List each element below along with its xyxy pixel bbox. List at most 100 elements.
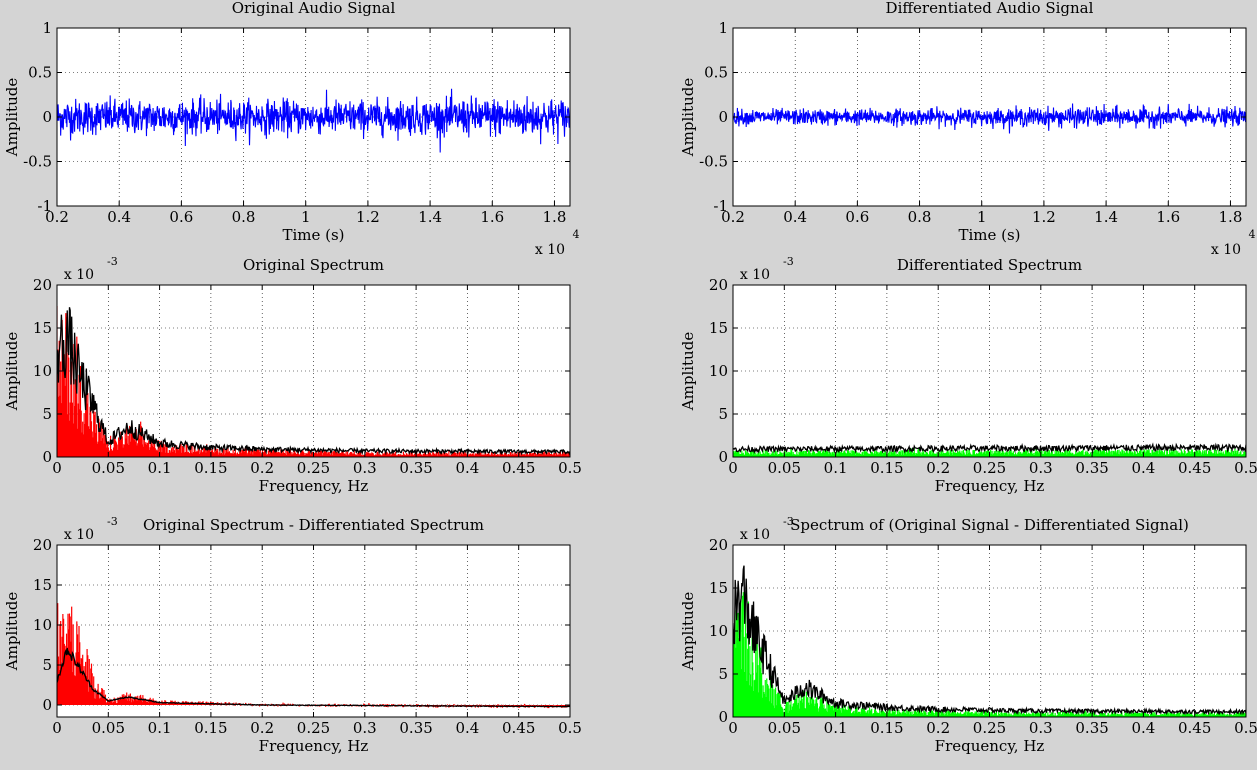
x-tick-label: 0.5: [1234, 719, 1257, 737]
x-tick-label: 1.2: [1032, 208, 1056, 226]
x-tick-label: 0.2: [250, 459, 274, 477]
x-axis-label: Frequency, Hz: [259, 477, 369, 495]
x-tick-label: 0.3: [353, 459, 377, 477]
subplot-3: 0 0.05 0.1 0.15 0.2 0.25 0.3 0.35 0.4 0.45 0.5 0 5 10…: [3, 255, 582, 495]
y-axis-multiplier: x 10: [740, 527, 770, 543]
x-tick-label: 0.25: [973, 459, 1006, 477]
y-axis-label: Amplitude: [679, 592, 697, 672]
x-tick-label: 1.4: [418, 208, 442, 226]
y-tick-label: 0: [42, 448, 52, 466]
x-tick-label: 0.35: [399, 459, 432, 477]
x-tick-label: 1.4: [1094, 208, 1118, 226]
x-tick-label: 1.2: [356, 208, 380, 226]
y-tick-label: 5: [42, 656, 52, 674]
y-tick-label: 0.5: [28, 64, 52, 82]
series-2: [733, 565, 1246, 717]
x-tick-label: 0.45: [1178, 459, 1211, 477]
y-tick-label: 20: [709, 536, 728, 554]
chart-title: Spectrum of (Original Signal - Different…: [790, 516, 1189, 534]
y-tick-label: -1: [713, 197, 728, 215]
x-axis-exponent: 4: [1249, 228, 1256, 241]
chart-title: Original Spectrum: [243, 256, 384, 274]
x-tick-label: 0.15: [870, 459, 903, 477]
x-axis-label: Frequency, Hz: [259, 737, 369, 755]
y-tick-label: 20: [33, 276, 52, 294]
series-1: [57, 88, 570, 153]
y-axis-exponent: -3: [783, 255, 794, 268]
series-2: [57, 647, 570, 708]
x-tick-label: 1.6: [480, 208, 504, 226]
x-tick-label: 0.35: [1075, 459, 1108, 477]
y-tick-label: 15: [709, 319, 728, 337]
y-tick-label: 0: [718, 708, 728, 726]
x-tick-label: 1.8: [1219, 208, 1243, 226]
x-tick-label: 0.15: [194, 459, 227, 477]
x-tick-label: 0.1: [148, 719, 172, 737]
y-axis-label: Amplitude: [3, 592, 21, 672]
x-tick-label: 0.4: [783, 208, 807, 226]
x-tick-label: 0.6: [169, 208, 193, 226]
series-1: [733, 103, 1246, 134]
y-tick-label: 5: [718, 665, 728, 683]
series-1: [733, 592, 1246, 717]
chart-title: Original Spectrum - Differentiated Spect…: [143, 516, 484, 534]
y-tick-label: 10: [33, 362, 52, 380]
y-tick-label: -0.5: [23, 153, 52, 171]
x-tick-label: 0.2: [926, 719, 950, 737]
x-tick-label: 0.25: [297, 459, 330, 477]
y-tick-label: 0: [718, 108, 728, 126]
x-tick-label: 0.15: [870, 719, 903, 737]
x-axis-multiplier: x 10: [1211, 242, 1241, 258]
y-tick-label: 0: [718, 448, 728, 466]
y-tick-label: 20: [33, 536, 52, 554]
y-tick-label: 5: [718, 405, 728, 423]
x-tick-label: 0.4: [1131, 719, 1155, 737]
y-tick-label: -0.5: [699, 153, 728, 171]
series-group: [733, 442, 1246, 457]
y-axis-multiplier: x 10: [64, 267, 94, 283]
x-tick-label: 0.4: [1131, 459, 1155, 477]
y-tick-label: 1: [718, 19, 728, 37]
y-axis-label: Amplitude: [3, 78, 21, 158]
x-tick-label: 0.05: [768, 719, 801, 737]
x-tick-label: 0.45: [502, 719, 535, 737]
y-tick-label: 0: [42, 696, 52, 714]
y-tick-label: 10: [709, 362, 728, 380]
x-tick-label: 0.45: [1178, 719, 1211, 737]
x-tick-label: 0.5: [1234, 459, 1257, 477]
y-axis-exponent: -3: [107, 255, 118, 268]
x-tick-label: 0.6: [845, 208, 869, 226]
series-1: [57, 305, 570, 457]
x-tick-label: 0.35: [1075, 719, 1108, 737]
x-tick-label: 0.2: [926, 459, 950, 477]
chart-title: Original Audio Signal: [232, 0, 396, 17]
series-group: [733, 565, 1246, 717]
x-tick-label: 0.4: [455, 459, 479, 477]
x-tick-label: 0.8: [908, 208, 932, 226]
x-tick-label: 0.45: [502, 459, 535, 477]
subplot-1: 0.2 0.4 0.6 0.8 1 1.2 1.4 1.6 1.8 -1 -0.5 0 0.5 1 Orig…: [3, 0, 580, 258]
x-axis-exponent: 4: [573, 228, 580, 241]
y-tick-label: 15: [33, 576, 52, 594]
subplot-6: 0 0.05 0.1 0.15 0.2 0.25 0.3 0.35 0.4 0.45 0.5 0 5 10…: [679, 515, 1257, 755]
x-tick-label: 0.5: [558, 719, 582, 737]
x-tick-label: 0.25: [973, 719, 1006, 737]
x-tick-label: 0.4: [107, 208, 131, 226]
plot-area: [57, 545, 570, 717]
x-tick-label: 1: [301, 208, 311, 226]
y-tick-label: -1: [37, 197, 52, 215]
series-group: [57, 88, 570, 153]
y-tick-label: 10: [33, 616, 52, 634]
series-2: [57, 307, 570, 456]
x-tick-label: 0.05: [92, 719, 125, 737]
x-tick-label: 0.4: [455, 719, 479, 737]
y-axis-label: Amplitude: [679, 78, 697, 158]
subplot-5: 0 0.05 0.1 0.15 0.2 0.25 0.3 0.35 0.4 0.45 0.5 0 5 10…: [3, 515, 582, 755]
chart-title: Differentiated Audio Signal: [886, 0, 1094, 17]
series-group: [57, 305, 570, 457]
y-axis-multiplier: x 10: [740, 267, 770, 283]
x-axis-label: Frequency, Hz: [935, 477, 1045, 495]
x-tick-label: 1: [977, 208, 987, 226]
x-tick-label: 0.35: [399, 719, 432, 737]
